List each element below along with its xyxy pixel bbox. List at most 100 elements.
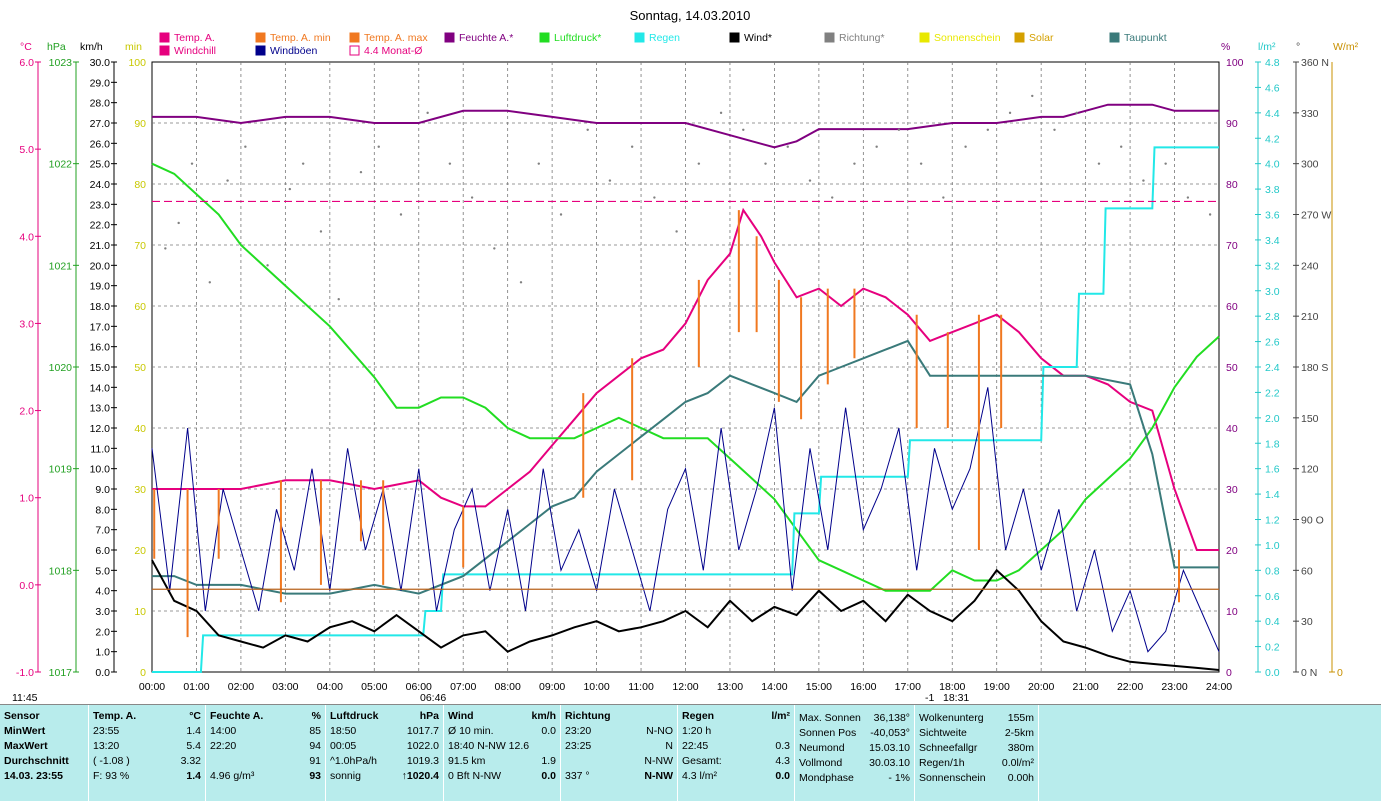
legend-swatch bbox=[444, 32, 455, 43]
legend-swatch bbox=[159, 45, 170, 56]
legend-label: Windchill bbox=[174, 45, 216, 57]
axis-tick-label: 0 bbox=[140, 667, 146, 679]
series-richtung-point bbox=[719, 111, 723, 115]
stats-cell: 23:20 bbox=[565, 725, 592, 737]
axis-tick-label: 0.0 bbox=[19, 580, 34, 592]
x-tick-label: 00:00 bbox=[139, 681, 165, 693]
stats-cell: N-NO bbox=[646, 725, 673, 737]
x-tick-label: 02:00 bbox=[228, 681, 254, 693]
series-taupunkt bbox=[152, 339, 1219, 595]
x-tick-label: 17:00 bbox=[895, 681, 921, 693]
axis-tick-label: 1022 bbox=[49, 159, 73, 171]
stats-humidity-header: Feuchte A. bbox=[210, 710, 264, 722]
series-richtung-point bbox=[742, 128, 745, 131]
stats-cell: 1.4 bbox=[186, 725, 201, 737]
axis-tick-label: 4.0 bbox=[1265, 159, 1280, 171]
legend-swatch bbox=[539, 32, 550, 43]
legend-swatch bbox=[1109, 32, 1120, 43]
stats-cell: 23:25 bbox=[565, 740, 592, 752]
legend-label: Regen bbox=[649, 32, 680, 44]
x-tick-label: 18:00 bbox=[939, 681, 965, 693]
series-richtung-point bbox=[964, 145, 967, 148]
axis-tick-label: 360 N bbox=[1301, 57, 1329, 69]
weather-chart: Sonntag, 14.03.2010 Temp. A.WindchillTem… bbox=[12, 8, 1359, 704]
x-tick-label: 11:00 bbox=[628, 681, 654, 693]
x-tick-label: 01:00 bbox=[183, 681, 209, 693]
axis-tick-label: 100 bbox=[1226, 57, 1244, 69]
stats-cell: 23:55 bbox=[93, 725, 120, 737]
series-richtung-point bbox=[519, 281, 523, 284]
stats-cell: 22:20 bbox=[210, 740, 237, 752]
series-richtung-point bbox=[288, 187, 292, 191]
bottom-labels: 11:45 06:46 -1 18:31 bbox=[12, 692, 969, 704]
legend-swatch bbox=[349, 32, 360, 43]
axis-tick-label: 1.0 bbox=[19, 493, 34, 505]
stats-cell: 14:00 bbox=[210, 725, 237, 737]
label-sunrise: 06:46 bbox=[420, 692, 446, 704]
legend-label: Wind* bbox=[744, 32, 772, 44]
series-richtung-point bbox=[470, 196, 474, 199]
series-richtung-point bbox=[377, 145, 380, 148]
stats-cell: 0.0 bbox=[775, 770, 790, 782]
axis-tick-label: 14.0 bbox=[90, 382, 111, 394]
axis-tick-label: 3.8 bbox=[1265, 184, 1280, 196]
axis-tick-label: 7.0 bbox=[95, 525, 110, 537]
series-richtung-point bbox=[1075, 111, 1078, 115]
x-tick-label: 15:00 bbox=[806, 681, 832, 693]
unit-humidity: % bbox=[1221, 41, 1230, 53]
stats-cell: 4.3 bbox=[775, 755, 790, 767]
stats-misc: Wolkenunterg 155m Sichtweite 2-5km Schneef… bbox=[914, 705, 1038, 801]
stats-cell: - 1% bbox=[888, 772, 910, 784]
x-tick-label: 03:00 bbox=[272, 681, 298, 693]
series-richtung-point bbox=[630, 145, 634, 148]
axis-tick-label: 4.0 bbox=[19, 231, 34, 243]
axis-tick-label: 90 O bbox=[1301, 515, 1324, 527]
series-wind bbox=[151, 559, 1220, 671]
axis-tick-label: 25.0 bbox=[90, 159, 111, 171]
axis-tick-label: -1.0 bbox=[16, 667, 34, 679]
series-richtung-point bbox=[653, 196, 656, 199]
axis-tick-label: 18.0 bbox=[90, 301, 111, 313]
x-tick-label: 10:00 bbox=[583, 681, 609, 693]
axis-tick-label: 4.8 bbox=[1265, 57, 1280, 69]
series-richtung-point bbox=[244, 145, 247, 148]
legend-label: Solar bbox=[1029, 32, 1054, 44]
legend-label: Sonnenschein bbox=[934, 32, 1001, 44]
axis-tick-label: 8.0 bbox=[95, 504, 110, 516]
axis-tick-label: 29.0 bbox=[90, 77, 111, 89]
axis-tick-label: 30 bbox=[134, 484, 146, 496]
series-richtung-point bbox=[1186, 196, 1190, 199]
series-richtung-point bbox=[1164, 162, 1167, 165]
stats-cell: 0.0 bbox=[541, 725, 556, 737]
stats-cell: 1022.0 bbox=[406, 740, 439, 752]
axis-tick-label: 6.0 bbox=[95, 545, 110, 557]
legend-swatch bbox=[824, 32, 835, 43]
stats-temp: Temp. A. °C 23:55 1.4 13:20 5.4 ( -1.08 ) 3.… bbox=[88, 705, 205, 801]
series-richtung-point bbox=[1031, 94, 1034, 98]
axis-tick-label: 6.0 bbox=[19, 57, 34, 69]
series-richtung-point bbox=[1208, 213, 1212, 216]
axis-tick-label: 60 bbox=[134, 301, 146, 313]
x-tick-label: 20:00 bbox=[1028, 681, 1054, 693]
legend-label: Temp. A. max bbox=[364, 32, 428, 44]
series-richtung-point bbox=[266, 264, 269, 267]
axis-tick-label: 3.0 bbox=[1265, 286, 1280, 298]
axis-tick-label: 5.0 bbox=[19, 144, 34, 156]
axis-tick-label: 100 bbox=[128, 57, 146, 69]
stats-cell: ^1.0hPa/h bbox=[330, 755, 377, 767]
axis-tick-label: 90 bbox=[134, 118, 146, 130]
x-tick-label: 16:00 bbox=[850, 681, 876, 693]
legend-swatch bbox=[729, 32, 740, 43]
stats-panel: Sensor MinWert MaxWert Durchschnitt 14.0… bbox=[0, 704, 1381, 801]
stats-cell: Max. Sonnen bbox=[799, 712, 861, 724]
stats-cell: 85 bbox=[309, 725, 321, 737]
axis-tick-label: 13.0 bbox=[90, 403, 111, 415]
legend-label: Temp. A. min bbox=[270, 32, 331, 44]
series-richtung-point bbox=[537, 162, 540, 165]
stats-cell: 13:20 bbox=[93, 740, 120, 752]
axis-tick-label: 30.0 bbox=[90, 57, 111, 69]
stats-cell: 18:50 bbox=[330, 725, 357, 737]
axis-tick-label: 1.0 bbox=[1265, 540, 1280, 552]
series-richtung-point bbox=[808, 179, 812, 182]
stats-cell: 2-5km bbox=[1004, 727, 1034, 739]
